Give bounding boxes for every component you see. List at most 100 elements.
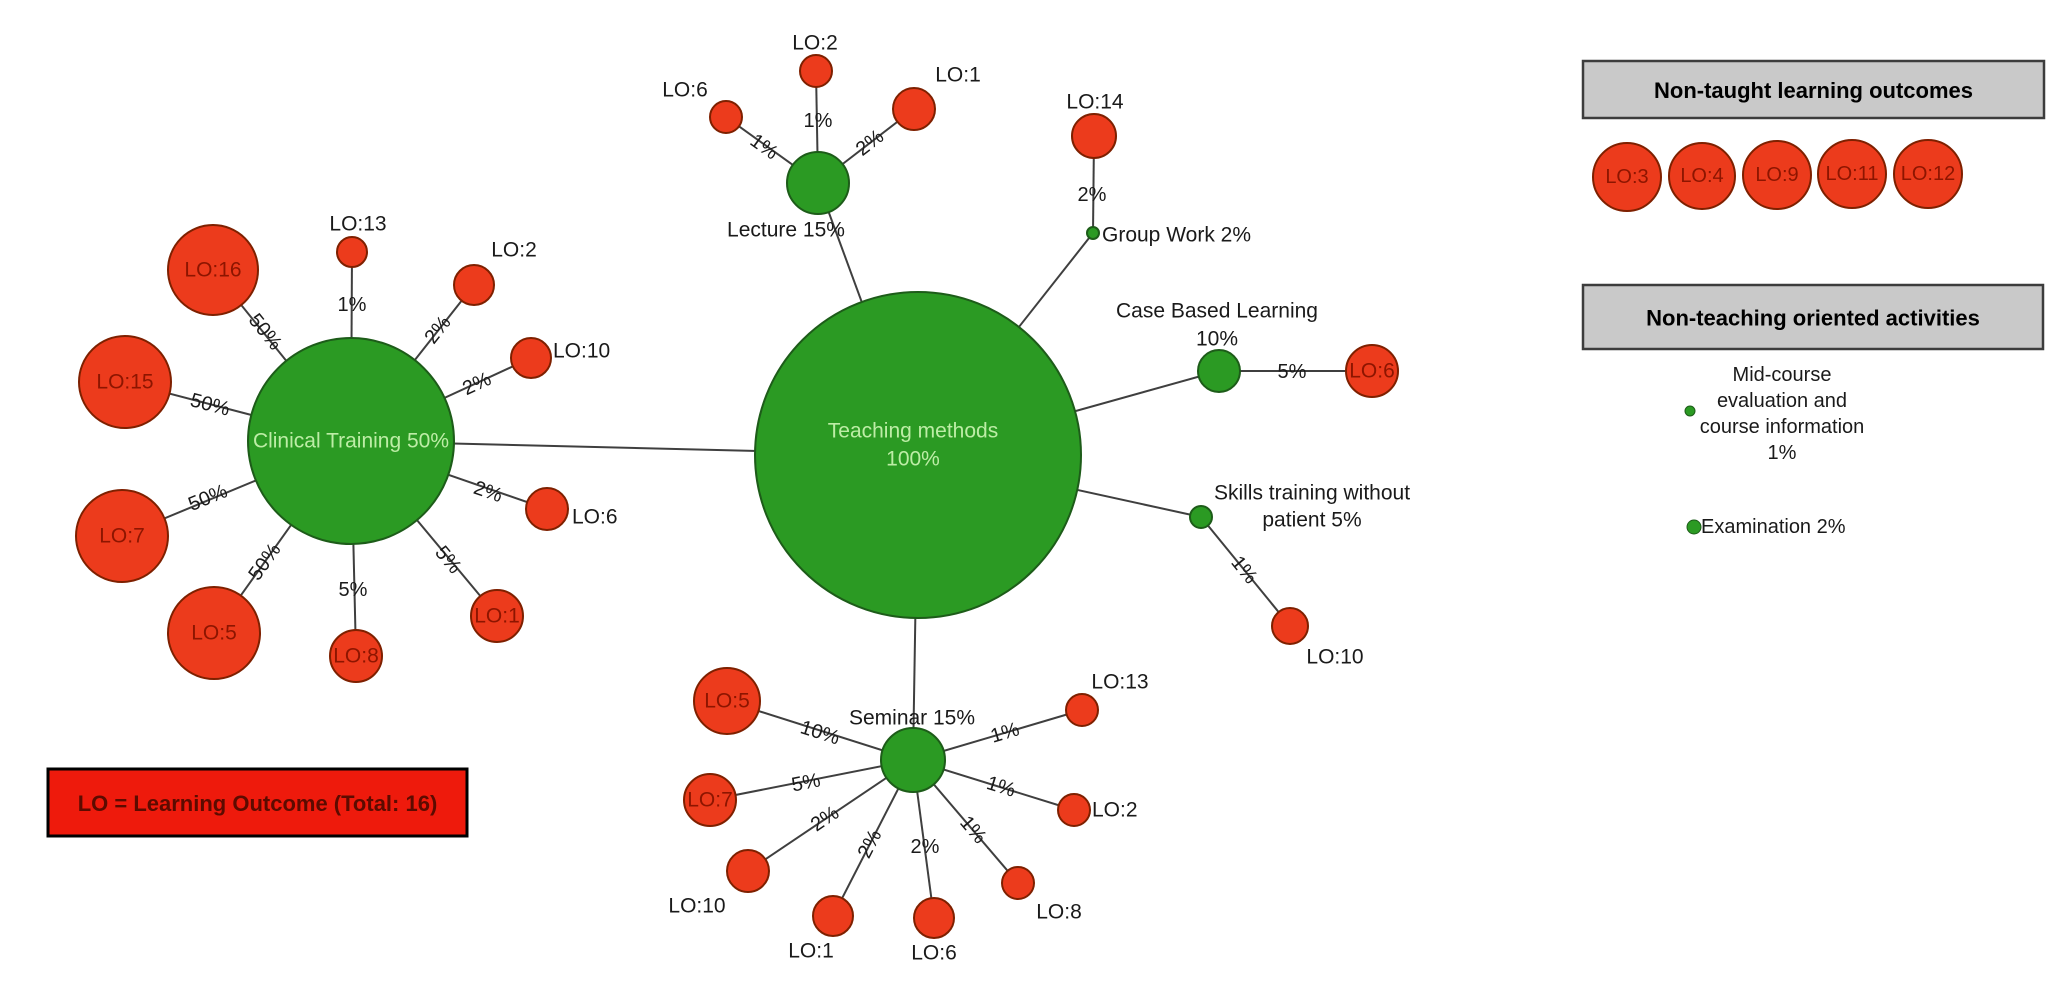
node-label-c-lo15: LO:15 [96,371,153,394]
node-label-hub: Teaching methods [828,420,998,443]
node-label-se-lo10: LO:10 [668,895,725,918]
node-label-se-lo1: LO:1 [788,940,834,963]
edge-label-clinical-c-lo5: 50% [244,539,285,585]
legend-circle-label-lo4: LO:4 [1680,165,1723,187]
edge-label-lecture-l-lo1: 2% [852,125,888,160]
edge-label-clinical-c-lo10: 2% [459,368,495,400]
note-box-text: LO = Learning Outcome (Total: 16) [78,791,438,816]
node-se-lo5 [693,667,761,735]
edge-label-seminar-se-lo8: 1% [955,812,991,848]
legend-dot-examination [1686,519,1702,535]
node-se-lo7 [683,773,737,827]
edge-label-clinical-c-lo7: 50% [185,480,231,516]
node-label-se-lo8: LO:8 [1036,901,1082,924]
node-label-hub: 100% [886,448,940,471]
legend-dot-midcourse [1684,405,1696,417]
node-c-lo13 [336,236,368,268]
node-c-lo15 [78,335,172,429]
node-se-lo10 [726,849,770,893]
node-label-l-lo6: LO:6 [662,79,708,102]
node-label-se-lo6: LO:6 [911,942,957,965]
node-g-lo14 [1071,113,1117,159]
node-label-s-lo10: LO:10 [1306,646,1363,669]
node-label-skills: patient 5% [1262,509,1361,532]
node-label-se-lo5: LO:5 [704,690,750,713]
node-label-clinical: Clinical Training 50% [253,430,449,453]
legend-non-taught-box [1581,59,2046,120]
edge-label-seminar-se-lo6: 2% [911,836,940,858]
node-label-c-lo16: LO:16 [184,259,241,282]
legend-non-teaching-box [1581,283,2045,351]
edge-label-seminar-se-lo5: 10% [798,716,843,749]
node-c-lo8 [329,629,383,683]
legend-item-text-midcourse: evaluation and [1717,390,1847,412]
edge-label-clinical-c-lo15: 50% [188,389,232,420]
node-label-se-lo13: LO:13 [1091,671,1148,694]
node-seminar [880,727,946,793]
node-label-seminar: Seminar 15% [849,707,975,730]
legend-circle-lo4 [1668,142,1736,210]
legend-circle-label-lo12: LO:12 [1901,163,1955,185]
node-label-l-lo2: LO:2 [792,32,838,55]
edge-label-casebased-cb-lo6: 5% [1278,361,1307,383]
note-box [46,767,469,838]
node-label-c-lo5: LO:5 [191,622,237,645]
node-cb-lo6 [1345,344,1399,398]
node-clinical [247,337,455,545]
edge-skills-s-lo10 [1200,516,1291,627]
edge-label-lecture-l-lo2: 1% [804,110,833,132]
node-label-casebased: 10% [1196,328,1238,351]
node-label-cb-lo6: LO:6 [1349,360,1395,383]
edge-label-seminar-se-lo1: 2% [854,826,887,862]
legend-circle-label-lo3: LO:3 [1605,166,1648,188]
edge-label-seminar-se-lo2: 1% [984,772,1018,802]
node-casebased [1197,349,1241,393]
node-c-lo16 [167,224,259,316]
node-s-lo10 [1271,607,1309,645]
legend-circle-lo12 [1893,139,1963,209]
legend-circle-lo11 [1817,139,1887,209]
legend-non-taught-title: Non-taught learning outcomes [1654,78,1973,103]
edge-label-clinical-c-lo2: 2% [420,312,455,348]
edge-label-clinical-c-lo6: 2% [471,477,506,507]
node-l-lo6 [709,100,743,134]
node-se-lo13 [1065,693,1099,727]
node-label-c-lo6: LO:6 [572,506,618,529]
node-se-lo8 [1001,866,1035,900]
node-label-g-lo14: LO:14 [1066,91,1124,114]
edge-label-clinical-c-lo13: 1% [338,294,367,316]
node-label-lecture: Lecture 15% [727,219,845,242]
edge-seminar-se-lo10 [747,759,914,872]
node-label-c-lo8: LO:8 [333,645,379,668]
node-groupwork [1086,226,1100,240]
edge-label-clinical-c-lo8: 5% [339,579,368,601]
edge-label-seminar-se-lo7: 5% [790,769,823,796]
node-c-lo10 [510,337,552,379]
edge-label-groupwork-g-lo14: 2% [1078,184,1107,206]
node-lecture [786,151,850,215]
legend-item-text-midcourse: 1% [1768,442,1797,464]
node-label-c-lo13: LO:13 [329,213,386,236]
legend-circle-lo9 [1742,140,1812,210]
node-se-lo6 [913,897,955,939]
node-skills [1189,505,1213,529]
node-hub [754,291,1082,619]
edge-seminar-se-lo7 [709,759,914,801]
node-c-lo5 [167,586,261,680]
node-l-lo2 [799,54,833,88]
edge-label-skills-s-lo10: 1% [1226,552,1261,588]
node-c-lo7 [75,489,169,583]
node-label-c-lo1: LO:1 [474,605,520,628]
node-label-l-lo1: LO:1 [935,64,981,87]
edge-label-seminar-se-lo10: 2% [807,802,843,837]
node-label-casebased: Case Based Learning [1116,300,1318,323]
legend-item-text-midcourse: Mid-course [1733,364,1832,386]
legend-circle-label-lo11: LO:11 [1826,163,1879,185]
node-se-lo2 [1057,793,1091,827]
node-l-lo1 [892,87,936,131]
node-se-lo1 [812,895,854,937]
node-label-se-lo2: LO:2 [1092,799,1138,822]
legend-item-text-midcourse: course information [1700,416,1865,438]
